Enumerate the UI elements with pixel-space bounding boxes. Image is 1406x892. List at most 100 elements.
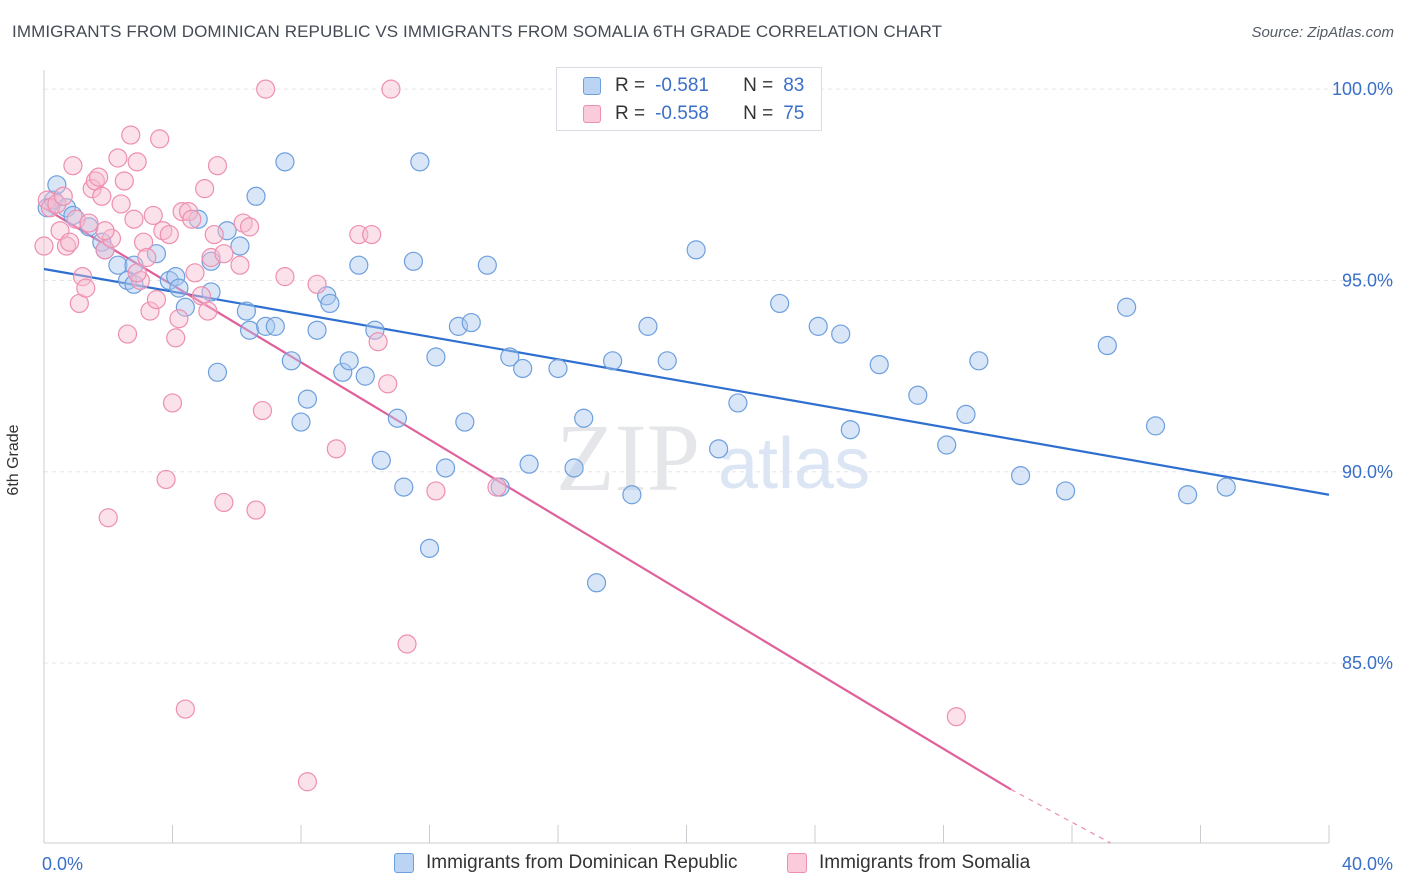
point-dominican (291, 412, 311, 432)
point-somalia (127, 263, 147, 283)
point-dominican (320, 293, 340, 314)
point-somalia (240, 217, 260, 237)
point-dominican (275, 152, 295, 172)
point-dominican (246, 186, 266, 206)
legend-row-dominican: R = -0.581 N = 83 (583, 74, 804, 98)
point-dominican (175, 297, 195, 317)
point-dominican (448, 316, 469, 336)
data-points (34, 79, 1236, 792)
x-tick-label: 40.0% (1342, 854, 1393, 874)
point-dominican (307, 320, 327, 340)
point-somalia (169, 309, 189, 329)
point-dominican (638, 316, 658, 336)
point-dominican (355, 366, 375, 386)
point-somalia (172, 201, 192, 222)
point-somalia (159, 224, 179, 245)
legend-label-somalia: Immigrants from Somalia (819, 852, 1031, 873)
point-dominican (548, 358, 568, 379)
y-tick-label: 90.0% (1342, 462, 1393, 482)
point-somalia (53, 186, 73, 206)
point-dominican (1117, 297, 1137, 317)
point-somalia (946, 707, 966, 727)
point-somalia (201, 247, 221, 268)
point-somalia (397, 634, 417, 654)
point-dominican (603, 351, 623, 371)
point-dominican (1055, 481, 1076, 501)
point-somalia (76, 278, 96, 298)
point-somalia (127, 152, 147, 172)
trend-line-somalia (43, 206, 1012, 791)
legend-item-dominican[interactable]: Immigrants from Dominican Republic (394, 852, 738, 874)
trend-lines (43, 206, 1330, 844)
legend-swatch-blue (394, 853, 414, 873)
point-somalia (114, 171, 134, 191)
point-dominican (236, 301, 256, 321)
point-dominican (1097, 335, 1117, 356)
point-somalia (95, 221, 115, 241)
point-somalia (47, 194, 67, 214)
point-somalia (166, 328, 186, 348)
point-dominican (770, 293, 790, 314)
point-dominican (622, 485, 642, 505)
point-dominican (709, 439, 729, 459)
point-somalia (252, 400, 273, 421)
point-dominican (108, 255, 128, 275)
point-somalia (143, 205, 163, 226)
point-dominican (403, 251, 424, 271)
n-label: N = (743, 75, 774, 96)
point-somalia (95, 240, 115, 260)
point-dominican (586, 573, 607, 593)
r-label: R = (615, 75, 646, 96)
y-axis-label: 6th Grade (5, 424, 22, 496)
point-dominican (574, 408, 594, 428)
legend-item-somalia[interactable]: Immigrants from Somalia (787, 852, 1030, 874)
point-dominican (513, 358, 533, 379)
point-somalia (207, 156, 228, 176)
point-somalia (137, 247, 157, 268)
point-somalia (256, 79, 276, 99)
point-dominican (333, 362, 353, 382)
point-dominican (410, 152, 430, 172)
point-somalia (198, 301, 218, 321)
chart-title: IMMIGRANTS FROM DOMINICAN REPUBLIC VS IM… (12, 22, 943, 41)
point-somalia (204, 224, 224, 245)
point-dominican (869, 355, 889, 375)
grid-lines (44, 88, 1392, 664)
point-dominican (146, 244, 167, 264)
source-label: Source: ZipAtlas.com (1251, 24, 1394, 41)
point-dominican (256, 316, 276, 336)
point-somalia (34, 236, 54, 256)
point-somalia (368, 332, 388, 352)
point-dominican (349, 255, 369, 275)
point-somalia (133, 232, 154, 252)
point-dominican (207, 362, 228, 382)
trend-line-somalia-extension (1010, 788, 1111, 844)
point-dominican (728, 393, 748, 413)
y-tick-label: 95.0% (1342, 270, 1393, 290)
legend-swatch-pink (787, 853, 807, 873)
point-dominican (230, 236, 250, 256)
r-value: -0.581 (655, 75, 709, 96)
point-dominican (188, 209, 208, 229)
point-somalia (140, 301, 160, 321)
point-dominican (47, 175, 67, 195)
point-dominican (831, 324, 851, 344)
y-tick-label: 100.0% (1332, 79, 1393, 99)
point-dominican (240, 320, 260, 340)
n-value: 83 (783, 75, 805, 96)
y-tick-label: 85.0% (1342, 653, 1393, 673)
point-somalia (111, 194, 131, 214)
point-somalia (175, 699, 195, 719)
legend-label-dominican: Immigrants from Dominican Republic (426, 852, 738, 873)
point-dominican (564, 458, 584, 478)
point-somalia (121, 125, 141, 145)
x-tick-label: 0.0% (42, 854, 83, 874)
r-label: R = (615, 103, 646, 124)
point-somalia (146, 290, 167, 310)
point-somalia (297, 772, 318, 792)
point-dominican (435, 458, 456, 478)
point-dominican (265, 316, 285, 336)
point-somalia (63, 156, 83, 176)
point-dominican (281, 351, 301, 371)
